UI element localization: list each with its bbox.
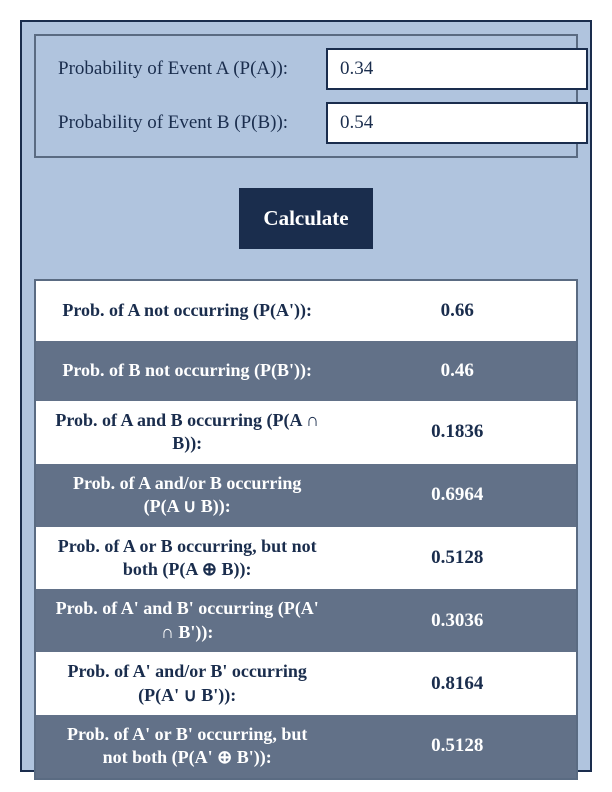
result-value: 0.6964: [338, 484, 576, 506]
button-container: Calculate: [34, 188, 578, 249]
result-label: Prob. of A not occurring (P(A')):: [36, 291, 338, 330]
table-row: Prob. of A or B occurring, but not both …: [36, 527, 576, 590]
result-value: 0.8164: [338, 673, 576, 695]
label-prob-b: Probability of Event B (P(B)):: [46, 112, 326, 134]
result-value: 0.5128: [338, 547, 576, 569]
calculate-button[interactable]: Calculate: [239, 188, 372, 249]
input-section: Probability of Event A (P(A)): Probabili…: [34, 34, 578, 158]
result-label: Prob. of A and/or B occurring (P(A ∪ B))…: [36, 464, 338, 527]
result-label: Prob. of A and B occurring (P(A ∩ B)):: [36, 401, 338, 464]
table-row: Prob. of A' or B' occurring, but not bot…: [36, 715, 576, 778]
result-label: Prob. of A' and B' occurring (P(A' ∩ B')…: [36, 589, 338, 652]
input-row-a: Probability of Event A (P(A)):: [46, 42, 566, 96]
input-prob-b[interactable]: [326, 102, 588, 144]
input-prob-a[interactable]: [326, 48, 588, 90]
result-label: Prob. of A' or B' occurring, but not bot…: [36, 715, 338, 778]
result-value: 0.1836: [338, 421, 576, 443]
table-row: Prob. of A not occurring (P(A')): 0.66: [36, 281, 576, 341]
calculator-panel: Probability of Event A (P(A)): Probabili…: [20, 20, 592, 772]
table-row: Prob. of A' and/or B' occurring (P(A' ∪ …: [36, 652, 576, 715]
table-row: Prob. of B not occurring (P(B')): 0.46: [36, 341, 576, 401]
result-label: Prob. of A or B occurring, but not both …: [36, 527, 338, 590]
result-label: Prob. of A' and/or B' occurring (P(A' ∪ …: [36, 652, 338, 715]
label-prob-a: Probability of Event A (P(A)):: [46, 58, 326, 80]
result-label: Prob. of B not occurring (P(B')):: [36, 351, 338, 390]
result-value: 0.46: [338, 360, 576, 382]
table-row: Prob. of A and/or B occurring (P(A ∪ B))…: [36, 464, 576, 527]
result-value: 0.66: [338, 300, 576, 322]
result-value: 0.5128: [338, 735, 576, 757]
result-value: 0.3036: [338, 610, 576, 632]
table-row: Prob. of A' and B' occurring (P(A' ∩ B')…: [36, 589, 576, 652]
input-row-b: Probability of Event B (P(B)):: [46, 96, 566, 150]
table-row: Prob. of A and B occurring (P(A ∩ B)): 0…: [36, 401, 576, 464]
results-table: Prob. of A not occurring (P(A')): 0.66 P…: [34, 279, 578, 780]
